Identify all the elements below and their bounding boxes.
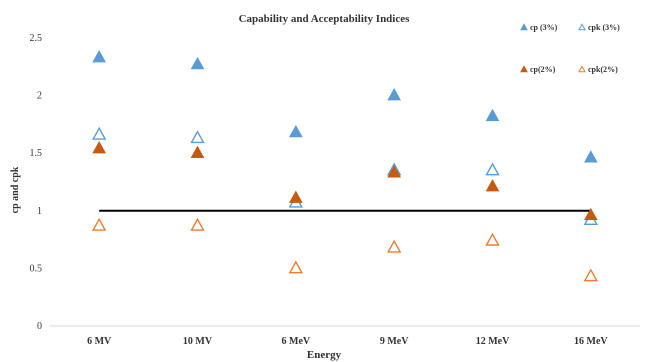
x-tick-label: 6 MV xyxy=(87,336,112,347)
marker-cp-2 xyxy=(387,165,402,178)
marker-cpk-2 xyxy=(91,217,107,231)
marker-cp-3 xyxy=(190,56,205,70)
marker-cp-3 xyxy=(288,124,303,138)
marker-cp-2 xyxy=(583,207,598,221)
marker-cpk-2 xyxy=(386,239,402,253)
y-tick-label: 1 xyxy=(37,206,42,217)
legend-marker xyxy=(578,65,586,73)
marker-cpk-3 xyxy=(91,126,107,140)
legend-marker xyxy=(520,65,528,73)
marker-cpk-3 xyxy=(485,162,500,176)
y-tick-label: 1.5 xyxy=(30,148,43,159)
y-tick-label: 2.5 xyxy=(30,33,43,44)
legend-marker xyxy=(578,23,586,31)
marker-cp-3 xyxy=(583,150,598,163)
marker-cp-2 xyxy=(485,179,500,192)
x-tick-label: 9 MeV xyxy=(380,336,409,347)
x-tick-label: 16 MeV xyxy=(574,336,608,347)
marker-cpk-3 xyxy=(190,130,205,144)
y-axis-label: cp and cpk xyxy=(10,166,21,213)
x-tick-label: 10 MV xyxy=(183,336,213,347)
marker-cp-2 xyxy=(92,141,107,154)
x-tick-label: 6 MeV xyxy=(282,336,311,347)
marker-cp-2 xyxy=(288,190,303,203)
marker-cpk-2 xyxy=(485,232,500,246)
marker-cpk-2 xyxy=(190,217,205,231)
marker-cp-3 xyxy=(485,108,500,122)
marker-cpk-2 xyxy=(288,260,304,274)
x-tick-label: 12 MeV xyxy=(476,336,510,347)
x-axis-label: Energy xyxy=(307,349,342,361)
chart-title: Capability and Acceptability Indices xyxy=(239,13,411,25)
marker-cpk-2 xyxy=(583,268,599,282)
legend-label: cp (3%) xyxy=(530,23,558,32)
y-tick-label: 0 xyxy=(37,321,42,332)
legend: cp (3%) cpk (3%) cp(2%) cpk(2%) xyxy=(520,23,620,74)
y-tick-label: 2 xyxy=(37,91,42,102)
y-tick-label: 0.5 xyxy=(30,263,43,274)
legend-label: cpk (3%) xyxy=(588,23,620,32)
marker-cp-3 xyxy=(387,88,402,101)
legend-marker xyxy=(520,23,528,31)
marker-cp-2 xyxy=(190,145,205,158)
legend-label: cpk(2%) xyxy=(588,65,618,74)
marker-cp-3 xyxy=(92,50,107,63)
legend-label: cp(2%) xyxy=(530,65,556,74)
plot-area: 0 0.5 1 1.5 2 2.5 6 MV 10 MV 6 MeV 9 MeV 12 MeV 16 … xyxy=(30,33,640,347)
